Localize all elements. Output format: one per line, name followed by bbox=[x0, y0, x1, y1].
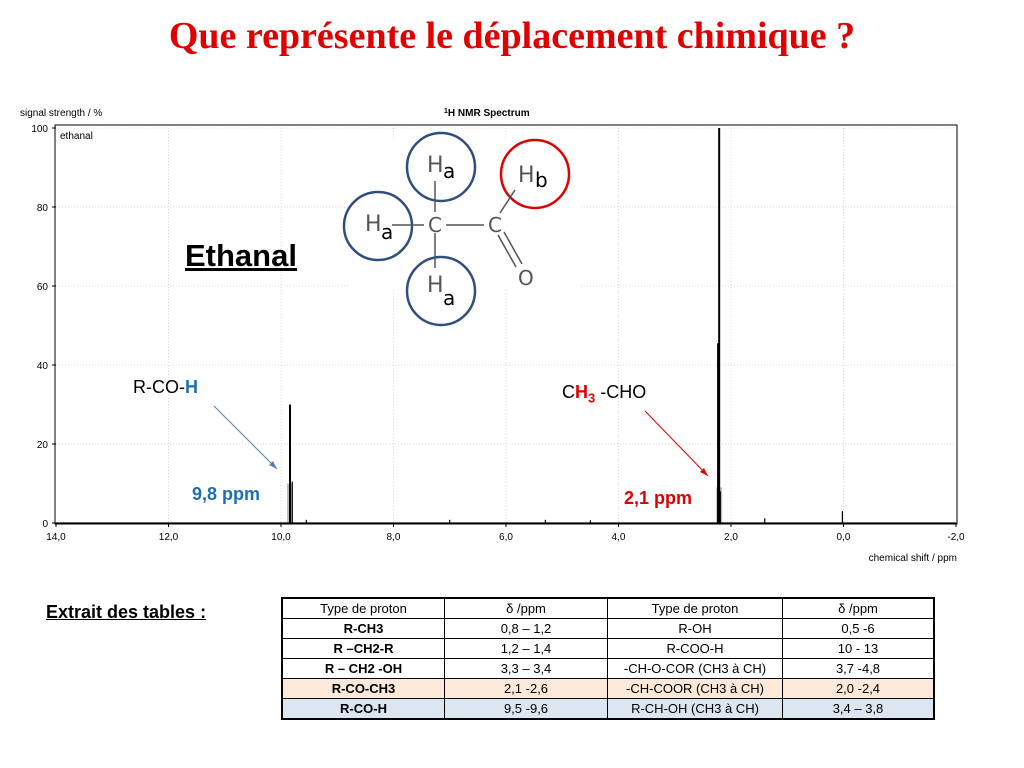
arrow-methyl-head bbox=[700, 468, 708, 476]
chart-title-sup: 1 bbox=[444, 108, 448, 115]
table-row: R –CH2-R 1,2 – 1,4 R-COO-H 10 - 13 bbox=[281, 638, 935, 659]
table-cell: 10 - 13 bbox=[782, 638, 935, 659]
atom-oxygen: O bbox=[518, 266, 534, 290]
arrow-aldehyde-head bbox=[269, 461, 277, 469]
x-tick-label: 2,0 bbox=[724, 532, 738, 543]
atom-h-bottom: H bbox=[427, 273, 444, 298]
bond-c2-o-1 bbox=[497, 234, 517, 268]
chemical-shift-table: Type de proton δ /ppm Type de proton δ /… bbox=[281, 597, 935, 720]
table-cell: R – CH2 -OH bbox=[281, 658, 445, 679]
y-tick-label: 40 bbox=[37, 361, 49, 372]
nmr-spectrum-chart: signal strength / % 1H NMR Spectrum etha… bbox=[20, 108, 965, 565]
x-tick-label: 12,0 bbox=[159, 532, 179, 543]
x-tick-label: -2,0 bbox=[947, 532, 965, 543]
atom-h-bottom-label: a bbox=[443, 286, 455, 310]
atom-h-left: H bbox=[365, 212, 382, 237]
circle-ha-left bbox=[342, 190, 414, 262]
y-axis-label: signal strength / % bbox=[20, 108, 102, 119]
circle-hb bbox=[499, 138, 571, 210]
y-tick-label: 100 bbox=[31, 124, 48, 135]
circle-ha-top bbox=[405, 131, 477, 203]
arrow-methyl bbox=[644, 410, 709, 477]
bond-c2-o-2 bbox=[503, 231, 523, 265]
table-cell: R –CH2-R bbox=[281, 638, 445, 659]
grid-lines bbox=[56, 127, 956, 523]
y-tick-label: 0 bbox=[42, 519, 48, 530]
molecule-name: Ethanal bbox=[185, 238, 297, 273]
atom-carbon-2: C bbox=[488, 213, 502, 237]
y-tick-label: 20 bbox=[37, 440, 49, 451]
table-row: R – CH2 -OH 3,3 – 3,4 -CH-O-COR (CH3 à CH)… bbox=[281, 658, 935, 679]
circle-ha-bottom bbox=[405, 255, 477, 327]
table-cell: 0,8 – 1,2 bbox=[444, 618, 608, 639]
table-cell: -CH-COOR (CH3 à CH) bbox=[607, 678, 783, 699]
y-tick-label: 60 bbox=[37, 282, 49, 293]
table-cell: R-CO-H bbox=[281, 698, 445, 720]
x-tick-label: 14,0 bbox=[46, 532, 66, 543]
structure-background bbox=[350, 140, 580, 290]
table-body: R-CH3 0,8 – 1,2 R-OH 0,5 -6 R –CH2-R 1,2 – 1,… bbox=[281, 618, 935, 720]
header-delta-1: δ /ppm bbox=[444, 597, 608, 619]
table-row: R-CO-CH3 2,1 -2,6 -CH-COOR (CH3 à CH) 2,0 -… bbox=[281, 678, 935, 699]
x-axis-label: chemical shift / ppm bbox=[869, 553, 957, 564]
x-tick-label: 0,0 bbox=[837, 532, 851, 543]
table-cell: R-COO-H bbox=[607, 638, 783, 659]
y-tick-label: 80 bbox=[37, 203, 49, 214]
spectrum-peaks bbox=[287, 128, 843, 523]
y-ticks: 0 20 40 60 80 100 bbox=[31, 124, 56, 530]
x-ticks: 14,0 12,0 10,0 8,0 6,0 4,0 2,0 0,0 -2,0 bbox=[46, 523, 965, 543]
label-methyl-ppm: 2,1 ppm bbox=[624, 488, 693, 508]
atom-carbon-1: C bbox=[428, 213, 442, 237]
table-header-row: Type de proton δ /ppm Type de proton δ /… bbox=[281, 597, 935, 619]
table-cell: R-OH bbox=[607, 618, 783, 639]
atom-h-top-label: a bbox=[443, 159, 455, 183]
x-tick-label: 8,0 bbox=[387, 532, 401, 543]
table-cell: 2,1 -2,6 bbox=[444, 678, 608, 699]
table-cell: R-CO-CH3 bbox=[281, 678, 445, 699]
slide-title: Que représente le déplacement chimique ? bbox=[168, 15, 856, 57]
table-cell: 0,5 -6 bbox=[782, 618, 935, 639]
label-methyl-c: C bbox=[562, 382, 575, 402]
structure-bonds bbox=[392, 181, 523, 268]
table-cell: 9,5 -9,6 bbox=[444, 698, 608, 720]
table-cell: 3,4 – 3,8 bbox=[782, 698, 935, 720]
table-cell: 1,2 – 1,4 bbox=[444, 638, 608, 659]
label-aldehyde-group: R-CO-H bbox=[133, 377, 198, 398]
table-row: R-CO-H 9,5 -9,6 R-CH-OH (CH3 à CH) 3,4 – 3,… bbox=[281, 698, 935, 720]
header-type-1: Type de proton bbox=[281, 597, 445, 619]
table-cell: R-CH-OH (CH3 à CH) bbox=[607, 698, 783, 720]
label-aldehyde-h: H bbox=[185, 377, 198, 397]
label-methyl-suffix: -CHO bbox=[595, 382, 647, 402]
table-cell: 3,3 – 3,4 bbox=[444, 658, 608, 679]
chart-title-rest: H NMR Spectrum bbox=[448, 108, 530, 119]
table-cell: 3,7 -4,8 bbox=[782, 658, 935, 679]
bond-c2-h bbox=[499, 189, 516, 214]
atom-h-aldehyde-label: b bbox=[535, 168, 548, 192]
label-aldehyde-prefix: R-CO- bbox=[133, 377, 185, 397]
atom-h-aldehyde: H bbox=[518, 163, 535, 188]
header-type-2: Type de proton bbox=[607, 597, 783, 619]
chart-title: 1H NMR Spectrum bbox=[444, 108, 530, 120]
header-delta-2: δ /ppm bbox=[782, 597, 935, 619]
ethanal-structure: H a H a H a H b C C O bbox=[342, 131, 580, 327]
table-row: R-CH3 0,8 – 1,2 R-OH 0,5 -6 bbox=[281, 618, 935, 639]
legend-entry: ethanal bbox=[60, 131, 93, 142]
x-tick-label: 10,0 bbox=[271, 532, 291, 543]
label-methyl-sub: 3 bbox=[588, 390, 596, 406]
table-cell: 2,0 -2,4 bbox=[782, 678, 935, 699]
label-methyl-group: CH3 -CHO bbox=[562, 382, 646, 406]
label-aldehyde-ppm: 9,8 ppm bbox=[192, 484, 261, 504]
atom-h-top: H bbox=[427, 153, 444, 178]
table-cell: R-CH3 bbox=[281, 618, 445, 639]
label-methyl-h: H bbox=[575, 382, 588, 402]
table-cell: -CH-O-COR (CH3 à CH) bbox=[607, 658, 783, 679]
atom-h-left-label: a bbox=[381, 220, 393, 244]
x-tick-label: 6,0 bbox=[499, 532, 513, 543]
tables-title: Extrait des tables : bbox=[46, 602, 207, 622]
x-tick-label: 4,0 bbox=[612, 532, 626, 543]
arrow-aldehyde bbox=[213, 405, 278, 470]
